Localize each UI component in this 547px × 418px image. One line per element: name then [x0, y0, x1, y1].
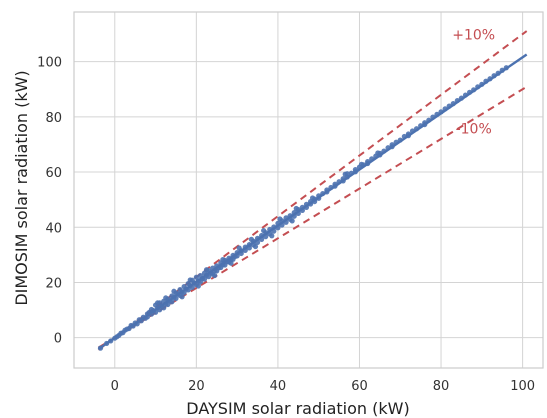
y-tick-label: 0 [54, 332, 62, 347]
bound-label: -10% [456, 121, 492, 137]
x-tick-label: 40 [270, 379, 287, 394]
data-point [220, 256, 226, 263]
plot-frame [73, 11, 544, 369]
data-point [236, 245, 242, 251]
x-tick-label: 80 [433, 379, 450, 394]
data-point [293, 205, 299, 212]
data-point [309, 195, 316, 201]
x-tick-label: 20 [188, 379, 205, 394]
data-point [187, 277, 193, 283]
data-point [375, 150, 381, 156]
fit-line [97, 53, 528, 350]
data-point [248, 236, 255, 242]
x-tick-label: 0 [111, 379, 119, 394]
y-tick-label: 20 [45, 276, 62, 291]
y-tick-label: 80 [45, 111, 62, 126]
x-axis-label: DAYSIM solar radiation (kW) [186, 399, 409, 418]
data-point [163, 295, 169, 301]
bound-label: +10% [452, 28, 495, 44]
fit-line-group [97, 53, 528, 350]
plot-border [73, 11, 544, 369]
x-tick-label: 60 [351, 379, 368, 394]
data-point [171, 288, 177, 294]
y-tick-label: 60 [45, 166, 62, 181]
y-tick-label: 100 [37, 56, 62, 71]
data-point [252, 243, 259, 250]
data-point [228, 260, 234, 266]
data-point [342, 171, 348, 177]
data-point [269, 233, 275, 239]
data-point [203, 267, 210, 273]
tick-labels: 0 20 40 60 80 100 0 20 40 60 80 100 [37, 56, 535, 394]
data-point [195, 283, 201, 289]
data-point [261, 227, 267, 234]
x-tick-label: 100 [510, 379, 535, 394]
data-point [289, 218, 295, 224]
data-point [155, 300, 161, 306]
grid [74, 12, 543, 368]
annotations: +10% -10% [452, 28, 495, 138]
data-point [161, 305, 167, 311]
data-point [212, 272, 218, 279]
data-point [179, 294, 185, 300]
data-point [358, 161, 365, 167]
y-tick-label: 40 [45, 221, 62, 236]
y-axis-label: DIMOSIM solar radiation (kW) [12, 70, 31, 305]
data-point [277, 216, 283, 222]
